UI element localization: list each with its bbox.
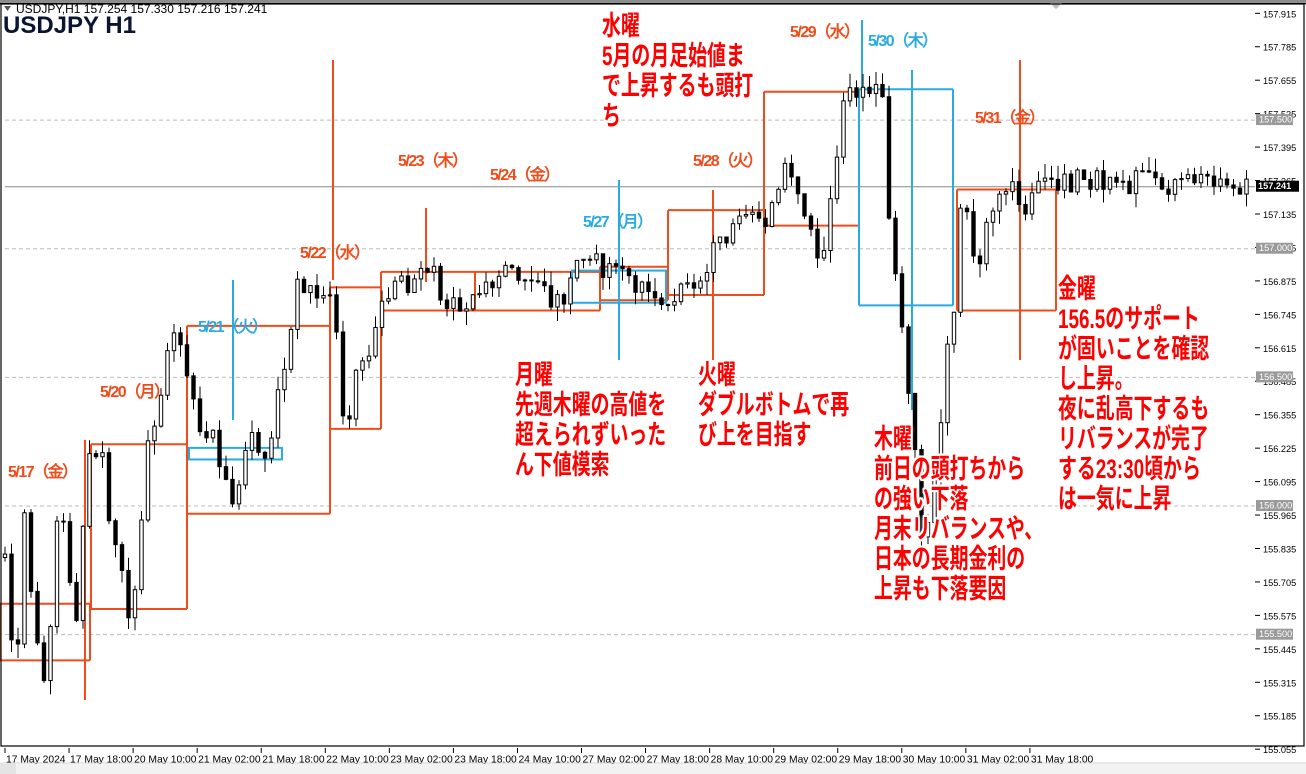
svg-text:24 May 10:00: 24 May 10:00 xyxy=(518,755,581,766)
svg-text:157.785: 157.785 xyxy=(1263,43,1296,53)
svg-text:156.875: 156.875 xyxy=(1263,277,1296,287)
svg-text:31 May 02:00: 31 May 02:00 xyxy=(967,755,1030,766)
svg-text:157.135: 157.135 xyxy=(1263,210,1296,220)
svg-text:156.615: 156.615 xyxy=(1263,344,1296,354)
svg-text:21 May 02:00: 21 May 02:00 xyxy=(198,755,261,766)
svg-text:157.000: 157.000 xyxy=(1259,243,1292,253)
svg-text:155.965: 155.965 xyxy=(1263,511,1296,521)
svg-text:17 May 18:00: 17 May 18:00 xyxy=(70,755,133,766)
svg-text:23 May 02:00: 23 May 02:00 xyxy=(390,755,453,766)
svg-text:5/28（火）: 5/28（火） xyxy=(693,152,762,170)
svg-text:30 May 10:00: 30 May 10:00 xyxy=(903,755,966,766)
svg-text:156.095: 156.095 xyxy=(1263,478,1296,488)
svg-text:155.185: 155.185 xyxy=(1263,712,1296,722)
svg-text:156.745: 156.745 xyxy=(1263,310,1296,320)
svg-text:28 May 10:00: 28 May 10:00 xyxy=(711,755,774,766)
svg-text:156.000: 156.000 xyxy=(1259,501,1292,511)
svg-text:5/29（水）: 5/29（水） xyxy=(790,22,859,41)
svg-text:157.395: 157.395 xyxy=(1263,143,1296,153)
svg-text:157.655: 157.655 xyxy=(1263,76,1296,86)
svg-text:155.705: 155.705 xyxy=(1263,578,1296,588)
svg-text:156.355: 156.355 xyxy=(1263,411,1296,421)
svg-text:157.915: 157.915 xyxy=(1263,9,1296,19)
svg-text:155.575: 155.575 xyxy=(1263,611,1296,621)
svg-text:157.241: 157.241 xyxy=(1258,181,1291,191)
svg-text:27 May 18:00: 27 May 18:00 xyxy=(647,755,710,766)
svg-text:21 May 18:00: 21 May 18:00 xyxy=(262,755,325,766)
svg-text:5/22（水）: 5/22（水） xyxy=(300,243,369,262)
svg-text:USDJPY H1: USDJPY H1 xyxy=(3,12,136,39)
svg-text:155.055: 155.055 xyxy=(1263,745,1296,755)
svg-text:27 May 02:00: 27 May 02:00 xyxy=(583,755,646,766)
svg-text:5/20（月）: 5/20（月） xyxy=(100,383,169,401)
svg-text:155.500: 155.500 xyxy=(1259,629,1292,639)
svg-text:5/21（火）: 5/21（火） xyxy=(198,318,267,336)
svg-text:155.445: 155.445 xyxy=(1263,645,1296,655)
svg-text:157.500: 157.500 xyxy=(1259,115,1292,125)
svg-text:155.835: 155.835 xyxy=(1263,544,1296,554)
svg-text:23 May 18:00: 23 May 18:00 xyxy=(454,755,517,766)
svg-text:155.315: 155.315 xyxy=(1263,678,1296,688)
svg-text:5/24（金）: 5/24（金） xyxy=(490,165,559,184)
svg-text:20 May 10:00: 20 May 10:00 xyxy=(134,755,197,766)
svg-text:22 May 10:00: 22 May 10:00 xyxy=(326,755,389,766)
svg-text:156.500: 156.500 xyxy=(1259,372,1292,382)
svg-text:5/17（金）: 5/17（金） xyxy=(8,462,77,481)
svg-text:17 May 2024: 17 May 2024 xyxy=(6,755,66,766)
svg-text:5/23（木）: 5/23（木） xyxy=(398,151,467,170)
svg-text:29 May 18:00: 29 May 18:00 xyxy=(839,755,902,766)
svg-text:5/30（木）: 5/30（木） xyxy=(868,31,937,50)
svg-text:29 May 02:00: 29 May 02:00 xyxy=(775,755,838,766)
svg-text:156.225: 156.225 xyxy=(1263,444,1296,454)
svg-text:5/31（金）: 5/31（金） xyxy=(975,108,1044,127)
svg-text:31 May 18:00: 31 May 18:00 xyxy=(1031,755,1094,766)
svg-text:5/27（月）: 5/27（月） xyxy=(583,213,652,231)
